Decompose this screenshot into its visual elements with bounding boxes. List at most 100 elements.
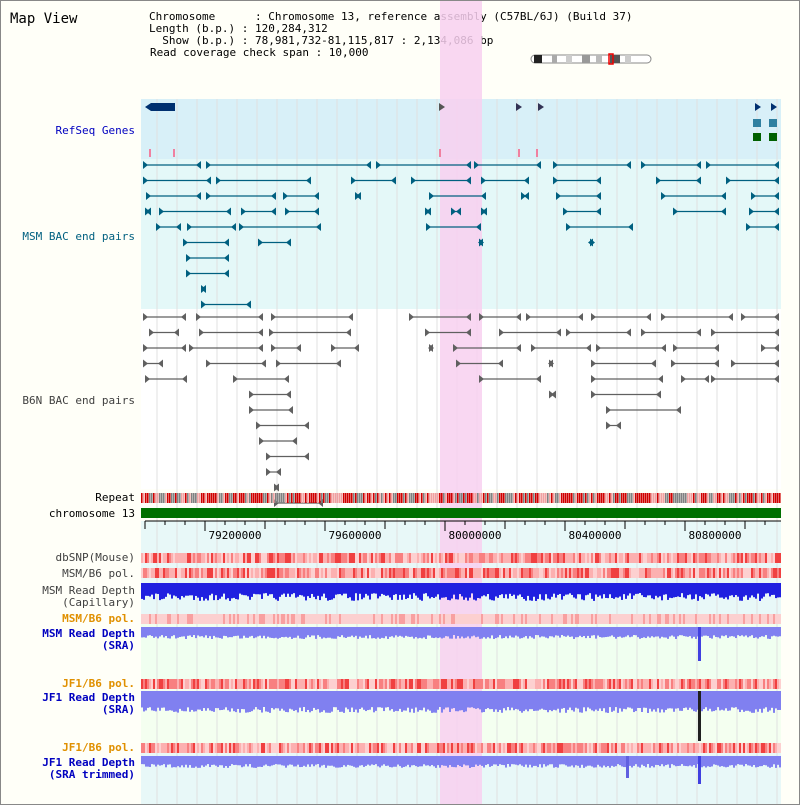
jf1-b6-pol-2-cell [631,743,633,753]
jf1-sra-depth [227,691,229,711]
dbsnp-cell [753,553,755,563]
jf1-sra-depth [543,691,545,710]
msm-b6-pol-2-cell [335,614,337,624]
repeat-block [275,493,277,503]
msm-b6-pol-2-cell [547,614,549,624]
repeat-block [469,493,471,503]
jf1-sra-depth [425,691,427,712]
msm-b6-pol-cell [479,568,481,578]
jf1-b6-pol-cell [475,679,477,689]
msm-bac-pair-end [429,192,434,200]
jf1-trim-depth [557,756,559,768]
repeat-block [395,493,397,503]
label-jf1-b6-pol-1[interactable]: JF1/B6 pol. [62,677,135,690]
label-jf1-read-depth-sra[interactable]: JF1 Read Depth (SRA) [1,692,135,716]
label-refseq-genes[interactable]: RefSeq Genes [55,124,135,137]
msm-sra-depth [531,627,533,638]
jf1-b6-pol-2-cell [415,743,417,753]
msm-sra-depth [671,627,673,636]
msm-sra-depth [509,627,511,636]
dbsnp-cell [565,553,567,563]
msm-sra-depth [413,627,415,639]
msm-sra-depth [675,627,677,639]
jf1-b6-pol-2-cell [421,743,423,753]
dbsnp-cell [723,553,725,563]
label-chromosome[interactable]: chromosome 13 [48,507,135,520]
jf1-b6-pol-2-cell [603,743,605,753]
msm-b6-pol-cell [481,568,483,578]
jf1-b6-pol-2-cell [725,743,727,753]
label-msm-b6-pol-2[interactable]: MSM/B6 pol. [62,612,135,625]
label-jf1-read-depth-trim[interactable]: JF1 Read Depth (SRA trimmed) [1,757,135,781]
dbsnp-cell [389,553,391,563]
msm-capillary-depth [579,583,581,595]
chromosome-ideogram[interactable] [530,53,654,65]
jf1-b6-pol-2-cell [773,743,775,753]
msm-sra-depth [681,627,683,636]
repeat-block [569,493,571,503]
label-msm-read-depth-sra[interactable]: MSM Read Depth (SRA) [1,628,135,652]
dbsnp-cell [739,553,741,563]
jf1-b6-pol-cell [301,679,303,689]
msm-sra-depth [685,627,687,637]
jf1-trim-depth [595,756,597,768]
jf1-b6-pol-cell [625,679,627,689]
repeat-block [663,493,665,503]
msm-b6-pol-2-cell [545,614,547,624]
msm-b6-pol-cell [267,568,269,578]
msm-b6-pol-cell [697,568,699,578]
msm-bac-pair-end [271,207,276,216]
label-msm-b6-pol-1[interactable]: MSM/B6 pol. [62,567,135,580]
refseq-gene-arrow [538,103,544,111]
dbsnp-cell [705,553,707,563]
msm-capillary-depth [705,583,707,594]
jf1-sra-depth [259,691,261,710]
msm-capillary-depth [763,583,765,597]
msm-sra-depth [431,627,433,638]
msm-capillary-depth [255,583,257,595]
msm-capillary-depth [233,583,235,598]
msm-sra-depth [205,627,207,636]
repeat-block [753,493,755,503]
jf1-b6-pol-cell [419,679,421,689]
repeat-block [217,493,219,503]
repeat-block [443,493,445,503]
label-dbsnp[interactable]: dbSNP(Mouse) [55,551,135,564]
msm-sra-depth [527,627,529,639]
msm-b6-pol-cell [617,568,619,578]
jf1-b6-pol-2-cell [507,743,509,753]
jf1-b6-pol-2-cell [161,743,163,753]
label-b6n-bac[interactable]: B6N BAC end pairs [22,394,135,407]
msm-b6-pol-cell [295,568,297,578]
label-msm-read-depth-cap[interactable]: MSM Read Depth (Capillary) [1,585,135,609]
dbsnp-cell [649,553,651,563]
jf1-sra-depth [711,691,713,712]
msm-capillary-depth [257,583,259,595]
msm-b6-pol-2-cell [377,614,379,624]
label-msm-bac[interactable]: MSM BAC end pairs [22,230,135,243]
label-jf1-b6-pol-2[interactable]: JF1/B6 pol. [62,741,135,754]
label-repeat[interactable]: Repeat [95,491,135,504]
dbsnp-cell [329,553,331,563]
jf1-b6-pol-2-cell [213,743,215,753]
msm-sra-depth [745,627,747,636]
jf1-b6-pol-2-cell [459,743,461,753]
jf1-b6-pol-cell [417,679,419,689]
jf1-b6-pol-2-cell [189,743,191,753]
jf1-trim-depth [483,756,485,768]
msm-sra-depth [707,627,709,637]
msm-b6-pol-cell [387,568,389,578]
msm-b6-pol-cell [597,568,599,578]
msm-capillary-depth [331,583,333,600]
jf1-b6-pol-2-cell [635,743,637,753]
repeat-block [271,493,273,503]
jf1-b6-pol-2-cell [277,743,279,753]
msm-sra-depth [411,627,413,637]
repeat-block [519,493,521,503]
jf1-sra-depth [401,691,403,712]
msm-capillary-depth [691,583,693,600]
msm-capillary-depth [311,583,313,594]
msm-sra-depth [389,627,391,637]
jf1-trim-depth [613,756,615,767]
